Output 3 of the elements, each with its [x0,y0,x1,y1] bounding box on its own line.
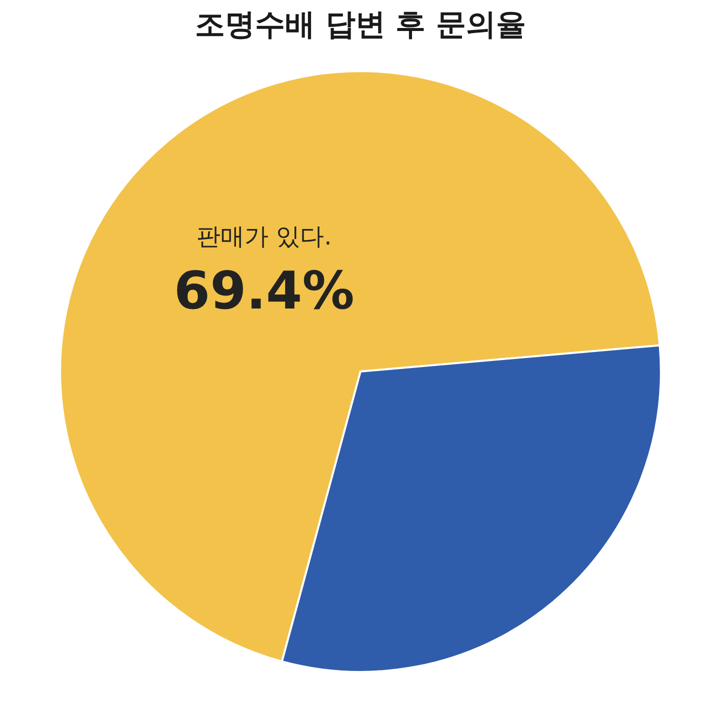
slice-label: 판매가 있다. [196,222,332,250]
data-label: 69.4% [174,261,354,322]
chart-title: 조명수배 답변 후 문의율 [194,8,526,42]
